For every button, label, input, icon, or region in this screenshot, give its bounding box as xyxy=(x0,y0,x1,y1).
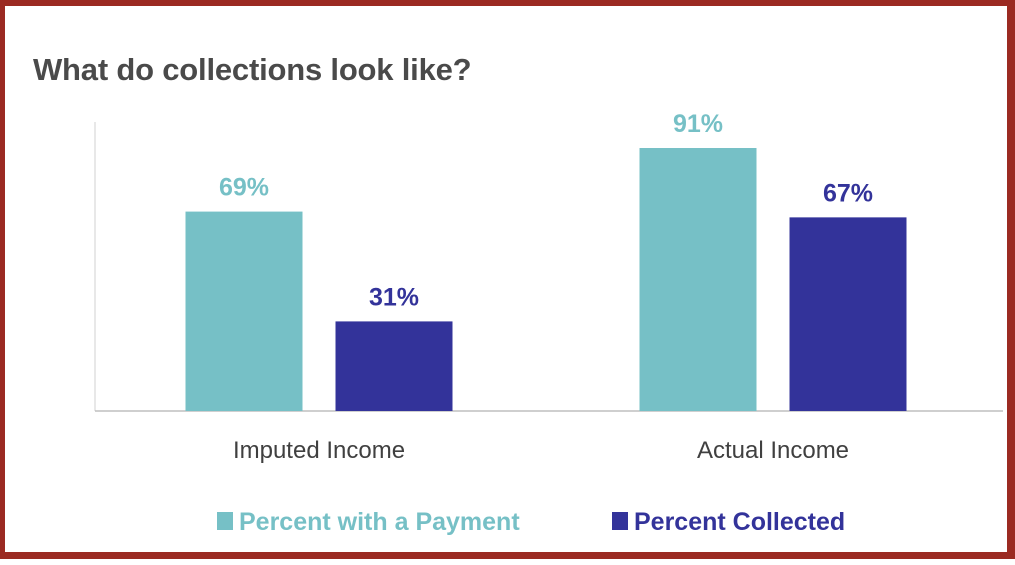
legend-label: Percent with a Payment xyxy=(239,508,520,536)
legend-swatch xyxy=(217,512,233,530)
x-tick-label: Actual Income xyxy=(697,437,849,464)
bar-payment-1 xyxy=(639,148,757,411)
bar-collected-0 xyxy=(335,321,453,411)
data-label: 91% xyxy=(673,110,723,138)
x-tick-label: Imputed Income xyxy=(233,437,405,464)
bar-collected-1 xyxy=(789,217,907,411)
legend-label: Percent Collected xyxy=(634,508,845,536)
data-label: 67% xyxy=(823,179,873,207)
bar-payment-0 xyxy=(185,211,303,411)
bar-chart: 69% 31% Imputed Income 91% 67% Actual Income P… xyxy=(94,110,1003,536)
data-label: 31% xyxy=(369,283,419,311)
data-label: 69% xyxy=(219,174,269,202)
legend-swatch xyxy=(612,512,628,530)
chart-title: What do collections look like? xyxy=(33,52,472,87)
